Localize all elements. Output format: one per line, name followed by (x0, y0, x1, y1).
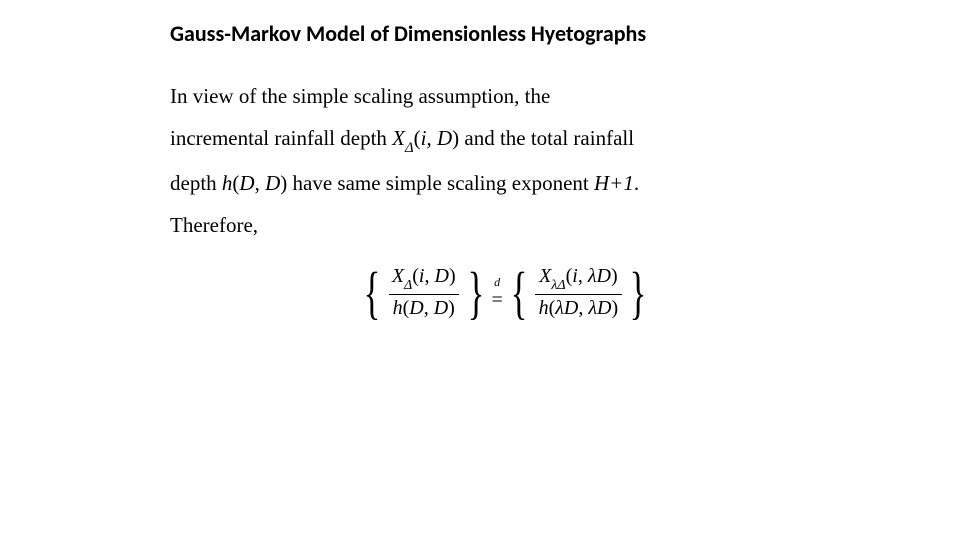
eq-close-3: ) (611, 265, 618, 287)
var-Hplus1: H+1 (594, 171, 634, 195)
text-line3a: depth (170, 171, 222, 195)
equals-in-distribution: d = (491, 276, 502, 310)
eq-comma-2: , (424, 297, 434, 319)
eq-D-1: D (434, 265, 448, 287)
eq-close-2: ) (448, 297, 455, 319)
eq-D-4a: D (564, 297, 578, 319)
eq-comma-4: , (578, 297, 588, 319)
eq-comma-1: , (424, 265, 434, 287)
paren-open-1: ( (414, 126, 421, 150)
eq-open-1: ( (412, 265, 419, 287)
text-line2b: and the total rainfall (459, 126, 634, 150)
text-line1: In view of the simple scaling assumption… (170, 84, 550, 108)
var-D: D (437, 126, 452, 150)
fraction-right: XλΔ(i, λD) h(λD, λD) (535, 265, 623, 320)
eq-close-4: ) (612, 297, 619, 319)
equation-block: { XΔ(i, D) h(D, D) } d = { XλΔ(i, λD) h(… (170, 264, 840, 322)
left-brace-2: { (510, 264, 527, 322)
var-D2b: D (265, 171, 280, 195)
eq-D-2b: D (434, 297, 448, 319)
var-D2a: D (239, 171, 254, 195)
text-period: . (634, 171, 639, 195)
eq-lambda-2: λ (555, 297, 564, 319)
eq-d-label: d (494, 276, 500, 288)
eq-h-1: h (393, 297, 403, 319)
sub-delta: Δ (405, 140, 414, 156)
eq-X-1: X (392, 265, 404, 287)
eq-lambda-3: λ (588, 297, 597, 319)
right-brace-1: } (467, 264, 484, 322)
eq-sub-delta-2: Δ (557, 278, 565, 293)
left-brace-1: { (364, 264, 381, 322)
fraction-left: XΔ(i, D) h(D, D) (388, 265, 460, 320)
text-therefore: Therefore, (170, 213, 258, 237)
page-title: Gauss-Markov Model of Dimensionless Hyet… (170, 20, 840, 47)
var-X: X (392, 126, 405, 150)
eq-sub-delta-1: Δ (404, 278, 412, 293)
eq-equals: = (491, 290, 502, 310)
eq-lambda-1: λ (588, 265, 597, 287)
body-paragraph: In view of the simple scaling assumption… (170, 75, 840, 246)
eq-D-3: D (597, 265, 611, 287)
eq-X-2: X (539, 265, 551, 287)
comma-2: , (255, 171, 266, 195)
text-line3b: have same simple scaling exponent (287, 171, 594, 195)
eq-close-1: ) (449, 265, 456, 287)
comma-1: , (426, 126, 437, 150)
eq-D-2a: D (409, 297, 423, 319)
eq-comma-3: , (578, 265, 588, 287)
var-h: h (222, 171, 233, 195)
eq-h-2: h (539, 297, 549, 319)
text-line2a: incremental rainfall depth (170, 126, 392, 150)
eq-D-4b: D (597, 297, 611, 319)
right-brace-2: } (630, 264, 647, 322)
